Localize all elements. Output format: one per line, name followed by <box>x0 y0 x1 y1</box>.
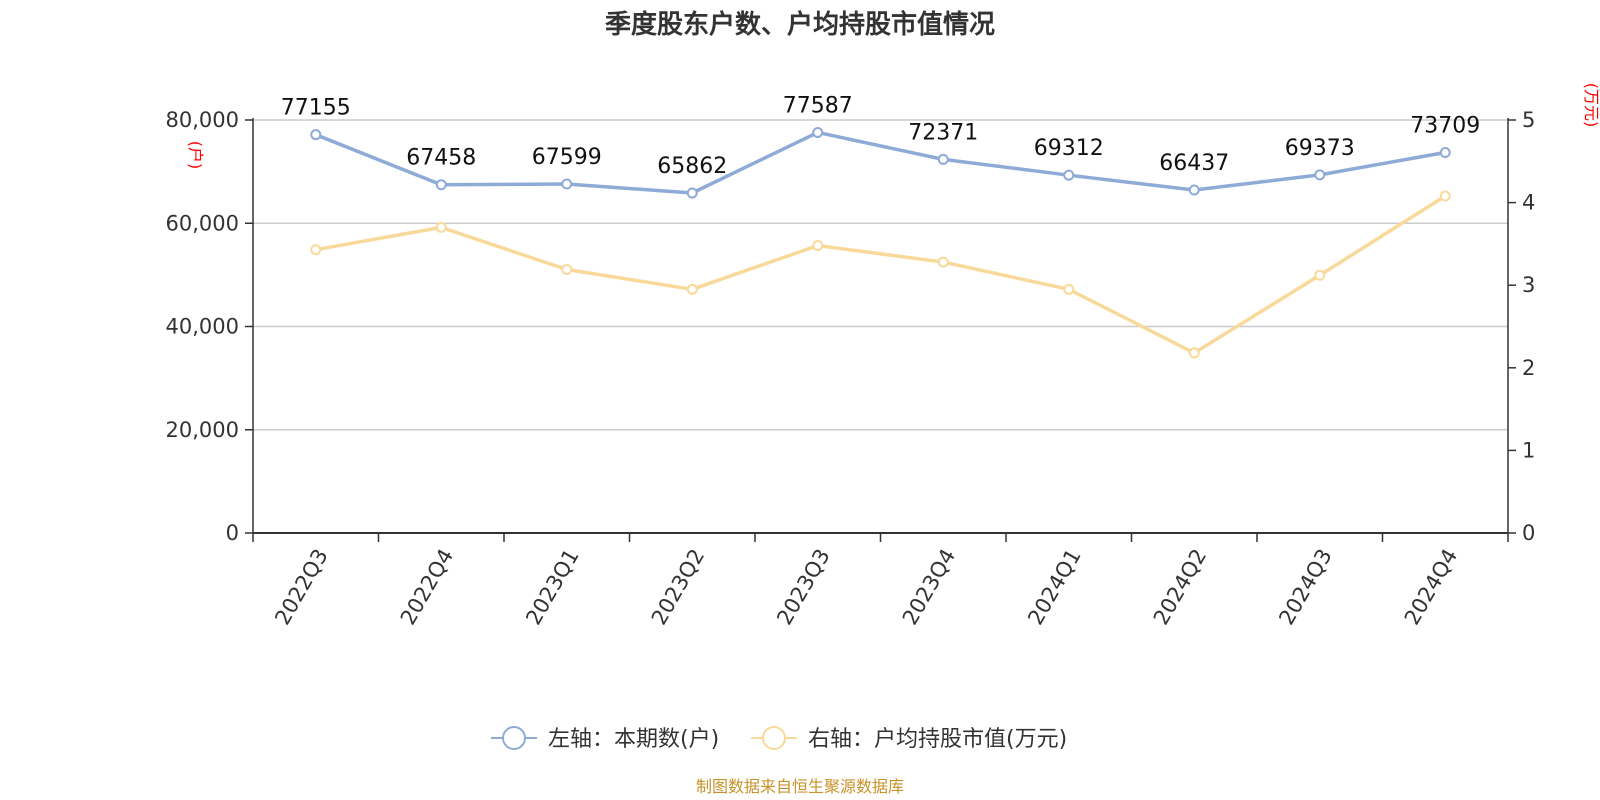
x-axis-tick-label: 2024Q3 <box>1274 545 1336 629</box>
x-axis-tick-label: 2023Q4 <box>898 545 960 629</box>
data-point[interactable] <box>812 240 824 252</box>
data-label: 65862 <box>657 154 727 179</box>
data-point[interactable] <box>1063 169 1075 181</box>
series <box>310 126 1451 359</box>
left-axis-tick-label: 0 <box>226 521 239 545</box>
data-point[interactable] <box>310 129 322 141</box>
data-point[interactable] <box>686 187 698 199</box>
left-axis-unit: (户) <box>186 141 205 170</box>
grid-lines <box>253 119 1508 431</box>
data-point[interactable] <box>1063 283 1075 295</box>
right-axis-tick-label: 2 <box>1522 356 1535 380</box>
data-label: 69373 <box>1285 136 1355 161</box>
left-axis-tick-label: 40,000 <box>166 315 239 339</box>
x-axis-tick-label: 2023Q1 <box>521 545 583 629</box>
x-axis-tick-label: 2024Q1 <box>1023 545 1085 629</box>
source-note: 制图数据来自恒生聚源数据库 <box>696 777 904 796</box>
right-axis-tick-label: 1 <box>1522 438 1535 462</box>
legend-item-holders[interactable]: 左轴：本期数(户) <box>491 726 719 752</box>
x-axis-tick-label: 2024Q2 <box>1149 545 1211 629</box>
x-axis-tick-label: 2023Q2 <box>647 545 709 629</box>
data-point[interactable] <box>435 179 447 191</box>
data-label: 67458 <box>406 146 476 171</box>
left-axis-tick-label: 60,000 <box>166 211 239 235</box>
data-labels: 77155 67458 67599 65862 77587 72371 69312 66437… <box>281 93 1481 179</box>
series-line-1 <box>315 194 1447 355</box>
right-axis-tick-label: 5 <box>1522 108 1535 132</box>
right-axis-tick-label: 0 <box>1522 521 1535 545</box>
data-point[interactable] <box>1314 269 1326 281</box>
right-axis-unit: (万元) <box>1582 83 1600 128</box>
legend-circle-icon <box>502 726 526 750</box>
chart-title: 季度股东户数、户均持股市值情况 <box>605 9 995 40</box>
legend-item-avg-value[interactable]: 右轴：户均持股市值(万元) <box>751 726 1067 752</box>
data-label: 77587 <box>783 93 853 118</box>
data-point[interactable] <box>561 264 573 276</box>
left-axis-tick-label: 20,000 <box>166 418 239 442</box>
series-line-0 <box>315 130 1446 195</box>
data-point[interactable] <box>1439 146 1451 158</box>
data-point[interactable] <box>435 221 447 233</box>
legend-circle-icon <box>762 726 786 750</box>
right-axis-tick-label: 3 <box>1522 273 1535 297</box>
data-point[interactable] <box>310 244 322 256</box>
data-label: 72371 <box>908 120 978 145</box>
x-axis-tick-label: 2022Q4 <box>396 545 458 629</box>
x-axis-tick-label: 2022Q3 <box>270 545 332 629</box>
legend-label-avg-value: 右轴：户均持股市值(万元) <box>808 727 1067 752</box>
data-label: 69312 <box>1034 136 1104 161</box>
data-point[interactable] <box>937 153 949 165</box>
data-label: 67599 <box>532 145 602 170</box>
legend-label-holders: 左轴：本期数(户) <box>548 727 719 752</box>
data-label: 73709 <box>1410 113 1480 138</box>
data-point[interactable] <box>686 283 698 295</box>
data-point[interactable] <box>1188 184 1200 196</box>
data-point[interactable] <box>937 256 949 268</box>
data-label: 77155 <box>281 96 351 121</box>
data-point[interactable] <box>1314 169 1326 181</box>
data-point[interactable] <box>1439 190 1451 202</box>
data-point[interactable] <box>1188 347 1200 359</box>
left-axis-tick-label: 80,000 <box>166 108 239 132</box>
data-point[interactable] <box>561 178 573 190</box>
data-label: 66437 <box>1159 151 1229 176</box>
right-axis-tick-label: 4 <box>1522 191 1535 215</box>
data-point[interactable] <box>812 126 824 138</box>
axes: 0 20,000 40,000 60,000 80,000 0 1 2 3 4 5 2022Q3 202… <box>166 108 1536 629</box>
x-axis-tick-label: 2023Q3 <box>772 545 834 629</box>
legend: 左轴：本期数(户) 右轴：户均持股市值(万元) <box>491 726 1067 752</box>
x-axis-tick-label: 2024Q4 <box>1400 545 1462 629</box>
